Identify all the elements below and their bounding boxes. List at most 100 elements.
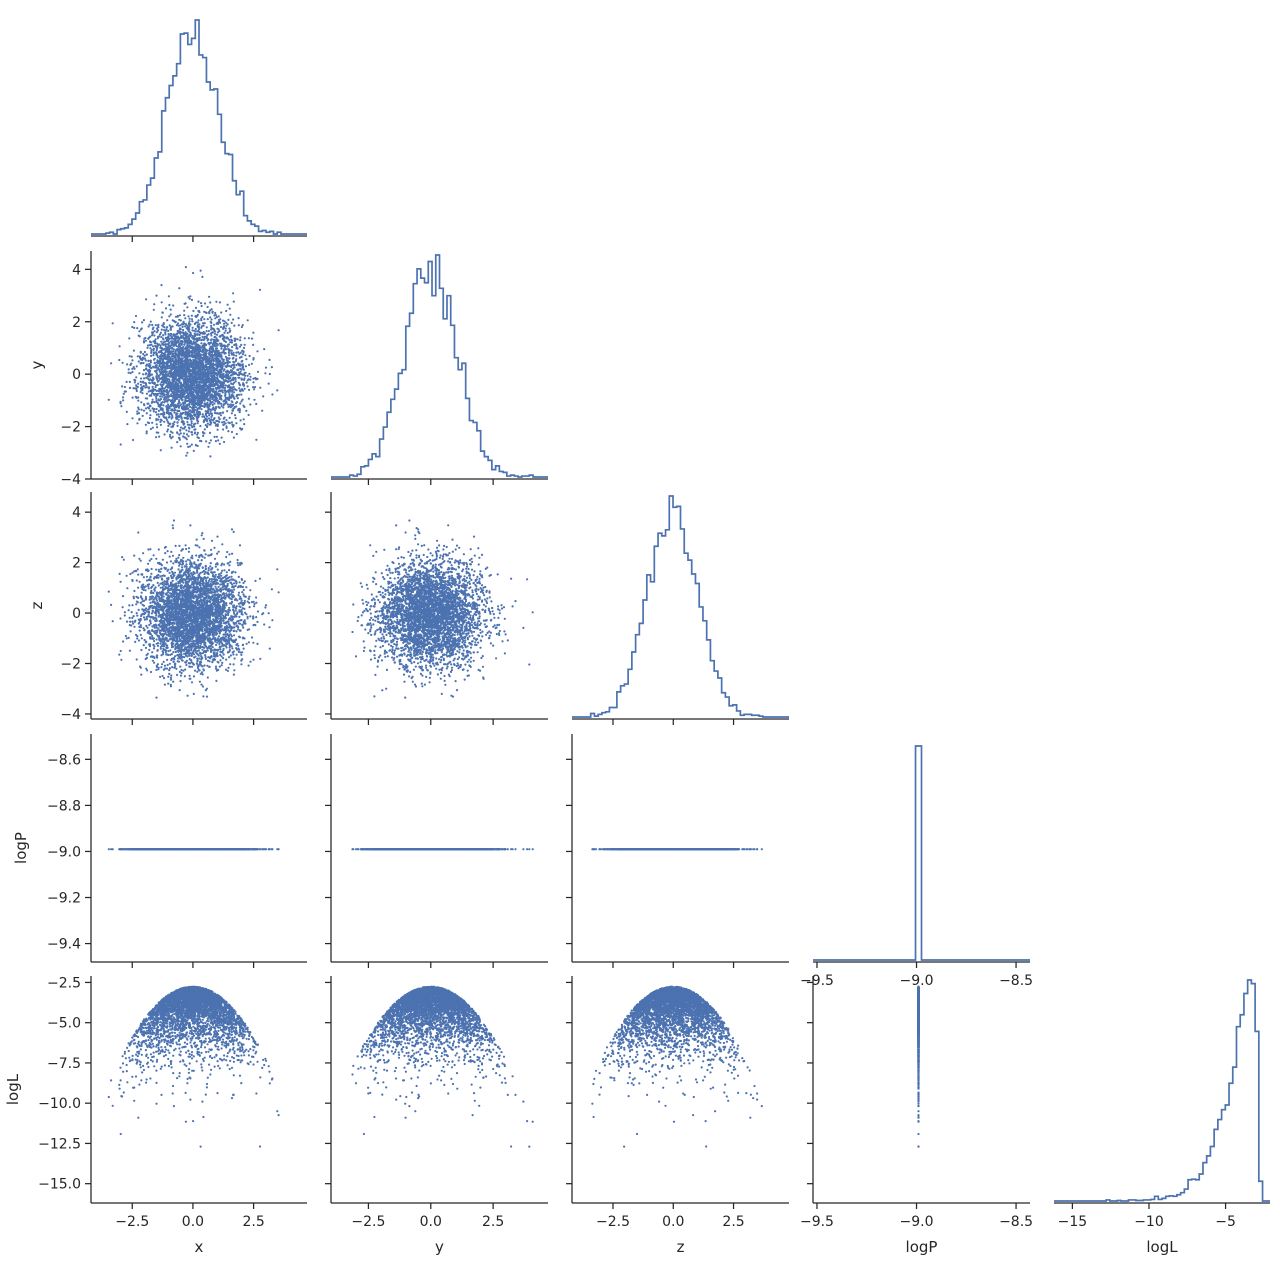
scatter-point — [209, 347, 211, 349]
scatter-point — [191, 315, 193, 317]
scatter-point — [156, 327, 158, 329]
scatter-point — [159, 374, 161, 376]
scatter-point — [156, 414, 158, 416]
scatter-point — [231, 412, 233, 414]
scatter-point — [145, 383, 147, 385]
scatter-point — [209, 309, 211, 311]
scatter-point — [208, 333, 210, 335]
scatter-point — [153, 401, 155, 403]
scatter-point — [262, 395, 264, 397]
scatter-point — [219, 385, 221, 387]
scatter-point — [231, 394, 233, 396]
scatter-point — [146, 412, 148, 414]
scatter-point — [239, 371, 241, 373]
scatter-point — [172, 338, 174, 340]
scatter-point — [181, 399, 183, 401]
scatter-point — [186, 443, 188, 445]
scatter-point — [212, 328, 214, 330]
scatter-point — [177, 386, 179, 388]
scatter-point — [257, 610, 259, 612]
scatter-point — [119, 345, 121, 347]
scatter-point — [212, 346, 214, 348]
scatter-point — [201, 360, 203, 362]
scatter-point — [238, 387, 240, 389]
scatter-point — [243, 423, 245, 425]
scatter-point — [216, 436, 218, 438]
scatter-point — [253, 605, 255, 607]
scatter-point — [236, 433, 238, 435]
scatter-point — [225, 327, 227, 329]
scatter-point — [226, 346, 228, 348]
scatter-point — [208, 414, 210, 416]
scatter-point — [171, 447, 173, 449]
scatter-point — [188, 378, 190, 380]
scatter-point — [221, 405, 223, 407]
scatter-point — [209, 350, 211, 352]
scatter-point — [269, 373, 271, 375]
scatter-point — [205, 414, 207, 416]
scatter-point — [163, 421, 165, 423]
scatter-point — [169, 356, 171, 358]
scatter-point — [182, 329, 184, 331]
scatter-point — [227, 670, 229, 672]
scatter-point — [205, 385, 207, 387]
scatter-point — [182, 346, 184, 348]
scatter-point — [204, 428, 206, 430]
scatter-point — [130, 363, 132, 365]
scatter-point — [188, 409, 190, 411]
scatter-point — [244, 344, 246, 346]
scatter-point — [181, 360, 183, 362]
scatter-point — [236, 347, 238, 349]
scatter-point — [156, 369, 158, 371]
scatter-point — [164, 354, 166, 356]
scatter-point — [235, 343, 237, 345]
scatter-point — [153, 334, 155, 336]
scatter-point — [145, 354, 147, 356]
scatter-point — [180, 445, 182, 447]
scatter-point — [174, 666, 176, 668]
scatter-point — [168, 673, 170, 675]
scatter-point — [212, 311, 214, 313]
scatter-point — [191, 396, 193, 398]
scatter-point — [227, 430, 229, 432]
scatter-point — [212, 397, 214, 399]
scatter-point — [218, 330, 220, 332]
scatter-point — [243, 385, 245, 387]
scatter-point — [156, 367, 158, 369]
scatter-point — [160, 284, 162, 286]
scatter-point — [229, 314, 231, 316]
scatter-point — [153, 382, 155, 384]
scatter-point — [233, 397, 235, 399]
scatter-point — [167, 330, 169, 332]
scatter-point — [170, 333, 172, 335]
scatter-point — [170, 384, 172, 386]
scatter-point — [185, 366, 187, 368]
scatter-point — [131, 371, 133, 373]
scatter-point — [201, 276, 203, 278]
scatter-point — [194, 315, 196, 317]
scatter-point — [214, 312, 216, 314]
scatter-point — [223, 368, 225, 370]
scatter-point — [166, 326, 168, 328]
scatter-point — [202, 373, 204, 375]
scatter-point — [201, 416, 203, 418]
scatter-point — [167, 676, 169, 678]
scatter-point — [184, 363, 186, 365]
scatter-point — [198, 437, 200, 439]
scatter-point — [186, 438, 188, 440]
scatter-point — [191, 407, 193, 409]
scatter-point — [156, 408, 158, 410]
scatter-point — [170, 437, 172, 439]
scatter-point — [146, 430, 148, 432]
scatter-point — [241, 373, 243, 375]
scatter-point — [215, 420, 217, 422]
scatter-point — [192, 310, 194, 312]
scatter-point — [171, 368, 173, 370]
scatter-point — [158, 584, 160, 586]
scatter-point — [193, 429, 195, 431]
scatter-point — [178, 357, 180, 359]
scatter-point — [197, 408, 199, 410]
scatter-point — [177, 330, 179, 332]
scatter-point — [149, 414, 151, 416]
scatter-point — [199, 364, 201, 366]
